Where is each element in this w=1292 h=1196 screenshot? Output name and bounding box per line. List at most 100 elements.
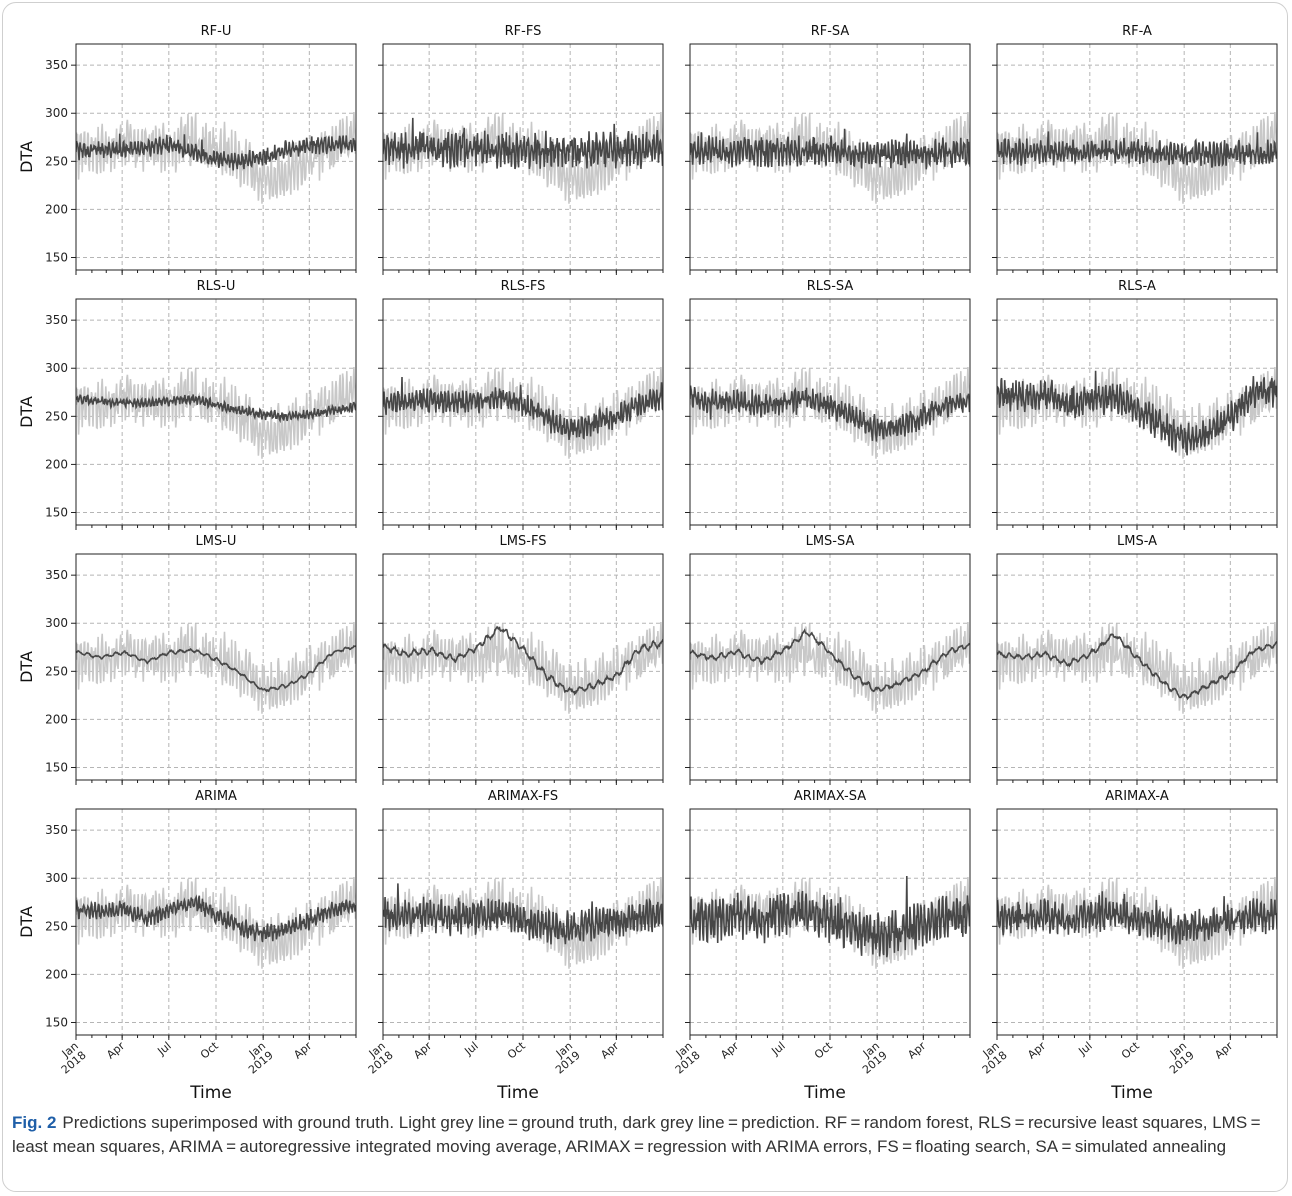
panel-rls-fs: RLS-FS bbox=[378, 279, 664, 530]
x-tick-label: Jan2018 bbox=[51, 1039, 89, 1076]
series-prediction bbox=[76, 894, 356, 943]
x-tick-label: Oct bbox=[812, 1039, 835, 1062]
x-tick-label: Apr bbox=[1212, 1039, 1235, 1061]
x-tick-label: Jul bbox=[461, 1039, 480, 1058]
series-prediction bbox=[76, 133, 356, 171]
y-tick-label: 250 bbox=[45, 919, 68, 933]
series-prediction bbox=[997, 891, 1277, 945]
panel-lms-u: 150 200 250 300 350 LMS-U DTA bbox=[17, 534, 357, 785]
y-tick-label: 150 bbox=[45, 505, 68, 519]
x-tick-label: Jan2019 bbox=[852, 1039, 890, 1076]
panel-rf-fs: RF-FS bbox=[378, 24, 664, 275]
panel-arimax-fs: ARIMAX-FS Jan2018 Apr Jul Oct Jan2019 Apr Time bbox=[358, 789, 664, 1103]
panel-title: LMS-U bbox=[196, 534, 237, 549]
x-axis-label: Time bbox=[1110, 1083, 1153, 1103]
series-prediction bbox=[383, 883, 663, 945]
y-tick-label: 250 bbox=[45, 664, 68, 678]
x-tick-label: Oct bbox=[198, 1039, 221, 1062]
y-tick-label: 200 bbox=[45, 967, 68, 981]
x-tick-label: Oct bbox=[505, 1039, 528, 1062]
y-tick-label: 250 bbox=[45, 409, 68, 423]
series-prediction bbox=[997, 131, 1277, 168]
y-tick-label: 350 bbox=[45, 823, 68, 837]
x-tick-label: Apr bbox=[598, 1039, 621, 1061]
panel-title: LMS-FS bbox=[500, 534, 547, 549]
x-tick-label: Apr bbox=[104, 1039, 127, 1061]
x-tick-label: Jan2019 bbox=[1159, 1039, 1197, 1076]
series-prediction bbox=[76, 394, 356, 424]
y-tick-label: 150 bbox=[45, 250, 68, 264]
series-prediction bbox=[76, 644, 356, 693]
panel-rls-a: RLS-A bbox=[992, 279, 1278, 530]
x-tick-label: Apr bbox=[411, 1039, 434, 1061]
panel-title: RLS-U bbox=[197, 279, 236, 294]
y-tick-label: 300 bbox=[45, 361, 68, 375]
series-prediction bbox=[690, 385, 970, 442]
x-tick-label: Jul bbox=[154, 1039, 173, 1058]
panel-arimax-a: ARIMAX-A Jan2018 Apr Jul Oct Jan2019 Apr Time bbox=[980, 789, 1278, 1103]
panel-arima: 150 200 250 300 350 ARIMA DTA Jan2018 Apr Jul Oct J… bbox=[17, 789, 357, 1103]
panel-title: RLS-A bbox=[1118, 279, 1156, 294]
x-tick-label: Apr bbox=[905, 1039, 928, 1061]
y-tick-label: 350 bbox=[45, 58, 68, 72]
y-tick-label: 300 bbox=[45, 106, 68, 120]
panel-lms-sa: LMS-SA bbox=[685, 534, 971, 785]
series-prediction bbox=[383, 625, 663, 696]
x-tick-label: Apr bbox=[1025, 1039, 1048, 1061]
x-tick-label: Jan2018 bbox=[665, 1039, 703, 1076]
caption-text: Predictions superimposed with ground tru… bbox=[12, 1113, 1264, 1156]
x-axis-label: Time bbox=[496, 1083, 539, 1103]
x-tick-label: Jan2019 bbox=[238, 1039, 276, 1076]
series-prediction bbox=[383, 117, 663, 170]
panel-rls-sa: RLS-SA bbox=[685, 279, 971, 530]
x-tick-label: Apr bbox=[291, 1039, 314, 1061]
panel-title: RLS-FS bbox=[501, 279, 546, 294]
x-axis-label: Time bbox=[189, 1083, 232, 1103]
y-tick-label: 150 bbox=[45, 760, 68, 774]
y-tick-label: 350 bbox=[45, 313, 68, 327]
series-prediction bbox=[383, 376, 663, 441]
panel-title: ARIMA bbox=[195, 789, 237, 804]
panel-rf-u: 150 200 250 300 350 RF-U DTA bbox=[17, 24, 357, 275]
panel-lms-fs: LMS-FS bbox=[378, 534, 664, 785]
series-prediction bbox=[997, 370, 1277, 456]
caption-label: Fig. 2 bbox=[12, 1113, 57, 1132]
panel-rls-u: 150 200 250 300 350 RLS-U DTA bbox=[17, 279, 357, 530]
series-prediction bbox=[690, 875, 970, 958]
panel-title: LMS-A bbox=[1117, 534, 1157, 549]
y-tick-label: 300 bbox=[45, 871, 68, 885]
y-tick-label: 300 bbox=[45, 616, 68, 630]
y-axis-label: DTA bbox=[17, 141, 36, 173]
panel-title: ARIMAX-A bbox=[1105, 789, 1169, 804]
panel-title: RF-U bbox=[201, 24, 232, 39]
panel-title: RF-A bbox=[1122, 24, 1152, 39]
panel-title: LMS-SA bbox=[806, 534, 855, 549]
series-ground-truth bbox=[690, 621, 970, 714]
y-tick-label: 200 bbox=[45, 202, 68, 216]
series-ground-truth bbox=[997, 621, 1277, 714]
small-multiples-figure: 150 200 250 300 350 RF-U DTA RF-FS RF-SA RF-A 150 2… bbox=[17, 24, 1278, 1103]
x-tick-label: Jul bbox=[768, 1039, 787, 1058]
panel-arimax-sa: ARIMAX-SA Jan2018 Apr Jul Oct Jan2019 Apr Time bbox=[665, 789, 971, 1103]
panel-title: ARIMAX-FS bbox=[488, 789, 558, 804]
x-tick-label: Jan2018 bbox=[358, 1039, 396, 1076]
x-axis-label: Time bbox=[803, 1083, 846, 1103]
x-tick-label: Oct bbox=[1119, 1039, 1142, 1062]
panel-lms-a: LMS-A bbox=[992, 534, 1278, 785]
panel-title: RF-SA bbox=[811, 24, 850, 39]
series-prediction bbox=[690, 128, 970, 170]
y-tick-label: 150 bbox=[45, 1015, 68, 1029]
figure-caption: Fig. 2 Predictions superimposed with grou… bbox=[12, 1111, 1280, 1158]
panel-rf-sa: RF-SA bbox=[685, 24, 971, 275]
series-ground-truth bbox=[76, 621, 356, 714]
y-axis-label: DTA bbox=[17, 906, 36, 938]
panel-title: ARIMAX-SA bbox=[794, 789, 866, 804]
y-tick-label: 250 bbox=[45, 154, 68, 168]
x-tick-label: Jul bbox=[1075, 1039, 1094, 1058]
y-tick-label: 200 bbox=[45, 457, 68, 471]
y-tick-label: 350 bbox=[45, 568, 68, 582]
series-prediction bbox=[690, 628, 970, 693]
panel-rf-a: RF-A bbox=[992, 24, 1278, 275]
y-axis-label: DTA bbox=[17, 396, 36, 428]
